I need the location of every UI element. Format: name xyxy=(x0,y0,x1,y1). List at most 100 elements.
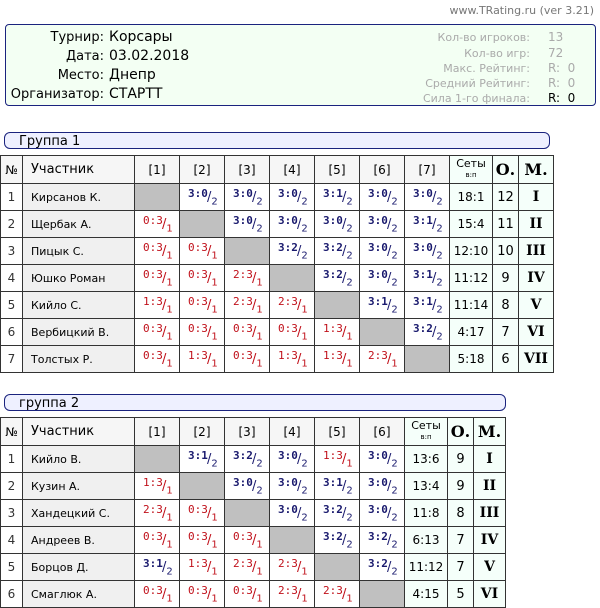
points-total: 9 xyxy=(447,445,474,473)
opponent-header: [4] xyxy=(269,155,315,184)
match-score: 1:3 xyxy=(278,349,298,362)
match-score: 0:3 xyxy=(233,530,253,543)
player-name: Хандецкий С. xyxy=(22,499,135,527)
sets-header-sub: в:п xyxy=(420,433,432,441)
games-count-value: 72 xyxy=(548,46,564,60)
header-row: № Участник [1] [2] [3] [4] [5] [6] Сеты в:п О. М. xyxy=(0,417,506,446)
match-points: /1 xyxy=(342,325,353,343)
player-number: 4 xyxy=(0,526,23,554)
sets-score: 4:15 xyxy=(404,580,448,608)
match-score: 0:3 xyxy=(143,241,163,254)
group-1-header: Группа 1 xyxy=(4,132,550,149)
player-name: Пицык С. xyxy=(22,237,135,265)
match-points: /1 xyxy=(162,217,173,235)
match-points: /1 xyxy=(207,533,218,551)
win-result-cell: 3:1/2 xyxy=(404,291,450,319)
match-points: /2 xyxy=(297,217,308,235)
points-total: 5 xyxy=(447,580,474,608)
player-number: 7 xyxy=(0,345,23,373)
points-total: 7 xyxy=(492,318,519,346)
match-score: 1:3 xyxy=(143,476,163,489)
player-name: Кузин А. xyxy=(22,472,135,500)
match-points: /2 xyxy=(252,479,263,497)
win-result-cell: 3:0/2 xyxy=(359,499,405,527)
match-points: /1 xyxy=(207,244,218,262)
player-row: 7 Толстых Р. 0:3/1 1:3/1 0:3/1 1:3/1 1:3/1 2:3/… xyxy=(0,345,554,373)
match-score: 0:3 xyxy=(188,268,208,281)
player-name: Толстых Р. xyxy=(22,345,135,373)
player-row: 4 Андреев В. 0:3/1 0:3/1 0:3/1 3:2/2 3:2/2 6:13… xyxy=(0,526,506,554)
player-number: 5 xyxy=(0,553,23,581)
match-points: /2 xyxy=(207,190,218,208)
match-score: 3:0 xyxy=(278,503,298,516)
match-points: /1 xyxy=(297,298,308,316)
match-points: /1 xyxy=(252,325,263,343)
tournament-value: Корсары xyxy=(109,29,173,45)
points-total: 8 xyxy=(492,291,519,319)
player-number: 2 xyxy=(0,210,23,238)
player-name: Кийло В. xyxy=(22,445,135,473)
final-place: III xyxy=(518,237,554,265)
loss-result-cell: 0:3/1 xyxy=(224,526,270,554)
win-result-cell: 3:0/2 xyxy=(269,472,315,500)
player-row: 4 Юшко Роман 0:3/1 0:3/1 2:3/1 3:2/2 3:0/2 3:1/… xyxy=(0,264,554,292)
match-points: /1 xyxy=(207,560,218,578)
match-score: 0:3 xyxy=(188,322,208,335)
match-score: 0:3 xyxy=(143,530,163,543)
player-name: Смаглюк А. xyxy=(22,580,135,608)
sets-score: 6:13 xyxy=(404,526,448,554)
match-score: 3:0 xyxy=(188,187,208,200)
sets-score: 15:4 xyxy=(449,210,493,238)
loss-result-cell: 0:3/1 xyxy=(134,526,180,554)
match-points: /2 xyxy=(342,271,353,289)
loss-result-cell: 0:3/1 xyxy=(134,580,180,608)
self-match-cell xyxy=(269,526,315,554)
sets-header-sub: в:п xyxy=(465,171,477,179)
loss-result-cell: 2:3/1 xyxy=(224,264,270,292)
match-score: 3:1 xyxy=(413,214,433,227)
match-points: /2 xyxy=(297,244,308,262)
player-name: Андреев В. xyxy=(22,526,135,554)
win-result-cell: 3:0/2 xyxy=(359,264,405,292)
match-score: 0:3 xyxy=(143,322,163,335)
match-points: /1 xyxy=(162,352,173,370)
win-result-cell: 3:0/2 xyxy=(314,210,360,238)
match-score: 3:1 xyxy=(143,557,163,570)
sets-score: 13:6 xyxy=(404,445,448,473)
match-points: /1 xyxy=(252,560,263,578)
sets-header-label: Сеты xyxy=(456,157,486,170)
win-result-cell: 3:2/2 xyxy=(314,237,360,265)
match-score: 0:3 xyxy=(188,503,208,516)
match-points: /2 xyxy=(297,452,308,470)
points-total: 8 xyxy=(447,499,474,527)
match-score: 0:3 xyxy=(143,268,163,281)
match-score: 3:1 xyxy=(323,187,343,200)
player-number: 3 xyxy=(0,499,23,527)
match-points: /1 xyxy=(297,352,308,370)
match-points: /2 xyxy=(387,506,398,524)
match-points: /1 xyxy=(342,352,353,370)
self-match-cell xyxy=(314,291,360,319)
match-points: /2 xyxy=(387,271,398,289)
match-score: 3:0 xyxy=(278,476,298,489)
match-points: /1 xyxy=(207,352,218,370)
match-score: 3:2 xyxy=(413,322,433,335)
max-rating-label: Макс. Рейтинг: xyxy=(443,62,530,75)
match-points: /2 xyxy=(297,479,308,497)
win-result-cell: 3:0/2 xyxy=(224,472,270,500)
match-score: 2:3 xyxy=(233,268,253,281)
final-place: V xyxy=(473,553,506,581)
player-row: 1 Кирсанов К. 3:0/2 3:0/2 3:0/2 3:1/2 3:0/2 3:0… xyxy=(0,183,554,211)
loss-result-cell: 2:3/1 xyxy=(134,499,180,527)
match-points: /2 xyxy=(252,190,263,208)
match-points: /1 xyxy=(387,352,398,370)
final-place: II xyxy=(473,472,506,500)
self-match-cell xyxy=(224,237,270,265)
win-result-cell: 3:0/2 xyxy=(404,237,450,265)
points-total: 7 xyxy=(447,553,474,581)
loss-result-cell: 1:3/1 xyxy=(134,291,180,319)
player-number: 5 xyxy=(0,291,23,319)
win-result-cell: 3:0/2 xyxy=(359,237,405,265)
opponent-header: [3] xyxy=(224,417,270,446)
player-number: 6 xyxy=(0,580,23,608)
